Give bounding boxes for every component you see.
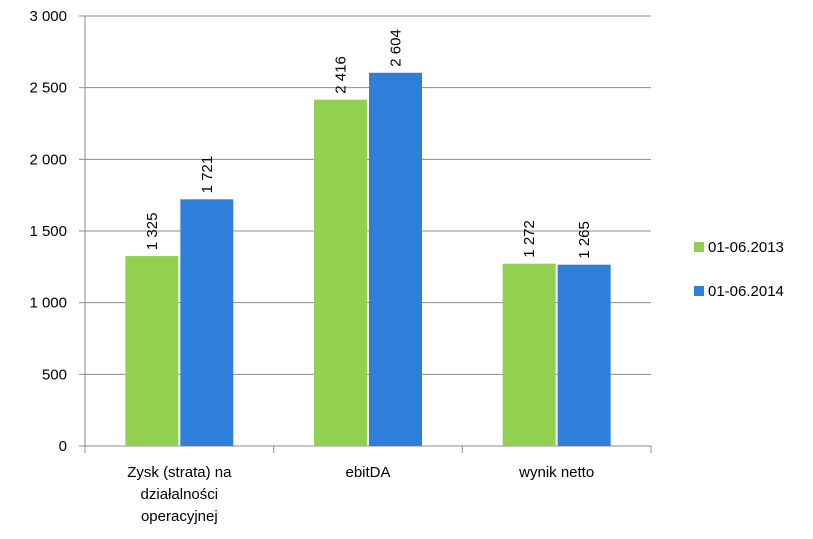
data-labels: 1 325 1 721 2 416 2 604 1 272 1 265 [144, 29, 593, 258]
gridlines [85, 15, 651, 447]
bar [502, 263, 556, 446]
y-tick-label: 1 500 [29, 223, 67, 240]
y-tick-label: 0 [59, 438, 67, 455]
y-tick-label: 2 000 [29, 151, 67, 168]
data-label: 2 416 [333, 56, 350, 94]
data-label: 1 265 [576, 221, 593, 259]
y-tick-label: 1 000 [29, 295, 67, 312]
category-labels: Zysk (strata) na działalności operacyjnej e… [127, 464, 594, 525]
legend-swatch [694, 242, 704, 252]
category-label: wynik netto [518, 464, 594, 481]
legend-label: 01-06.2014 [708, 283, 784, 300]
legend: 01-06.2013 01-06.2014 [694, 239, 784, 300]
category-label: ebitDA [345, 464, 390, 481]
y-tick-label: 3 000 [29, 8, 67, 25]
data-label: 1 721 [199, 156, 216, 194]
bar [314, 99, 367, 446]
axes: 0 500 1 000 1 500 2 000 2 500 3 000 [29, 8, 652, 455]
data-label: 1 272 [521, 220, 538, 258]
y-tick-label: 2 500 [29, 80, 67, 97]
legend-label: 01-06.2013 [708, 239, 784, 256]
y-tick-label: 500 [42, 366, 67, 383]
bar [557, 264, 611, 446]
bar [369, 72, 422, 446]
data-label: 1 325 [144, 213, 161, 251]
bar [180, 199, 234, 446]
data-label: 2 604 [388, 29, 405, 67]
category-label: Zysk (strata) na działalności operacyjnej [127, 464, 232, 525]
bars [125, 72, 611, 446]
legend-swatch [694, 286, 704, 296]
bar [125, 256, 179, 446]
